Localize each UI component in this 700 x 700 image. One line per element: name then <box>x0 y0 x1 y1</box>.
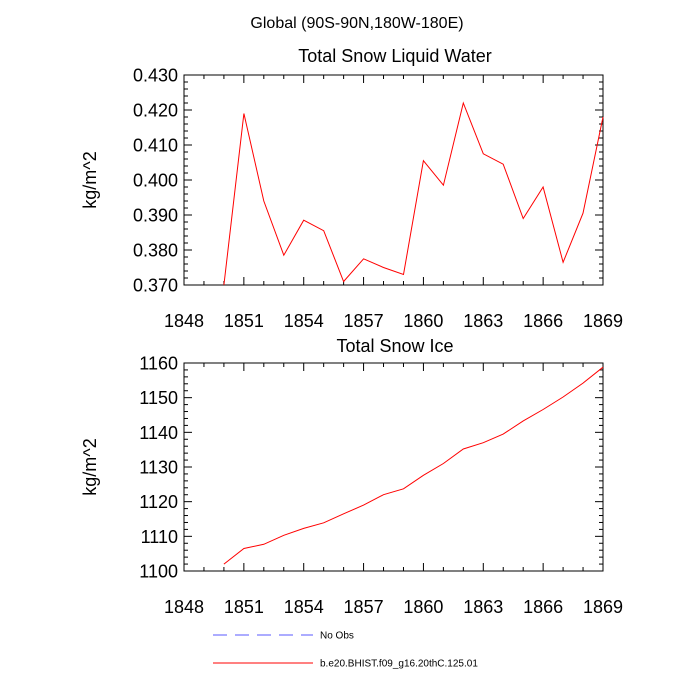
series-line <box>223 366 604 565</box>
x-tick-label: 1869 <box>583 597 623 617</box>
y-axis-label: kg/m^2 <box>80 438 100 495</box>
y-tick-label: 0.400 <box>133 171 178 191</box>
y-tick-label: 1110 <box>141 527 178 547</box>
x-tick-label: 1857 <box>344 311 384 331</box>
y-tick-label: 1120 <box>139 492 178 512</box>
x-tick-label: 1860 <box>403 311 443 331</box>
y-tick-label: 0.410 <box>133 136 178 156</box>
y-tick-label: 0.430 <box>133 66 178 86</box>
y-axis-label: kg/m^2 <box>80 151 100 208</box>
y-tick-label: 0.380 <box>133 241 178 261</box>
x-tick-label: 1863 <box>463 311 503 331</box>
x-tick-label: 1854 <box>284 311 324 331</box>
plot-frame <box>183 362 604 572</box>
y-tick-label: 1130 <box>139 458 178 478</box>
y-tick-label: 0.420 <box>133 101 178 121</box>
x-tick-label: 1848 <box>164 311 204 331</box>
x-tick-label: 1866 <box>523 311 563 331</box>
y-tick-label: 0.370 <box>133 276 178 296</box>
panel-title: Total Snow Ice <box>336 336 453 356</box>
y-tick-label: 0.390 <box>133 206 178 226</box>
y-tick-label: 1140 <box>139 423 178 443</box>
plot-frame <box>183 74 604 286</box>
y-tick-label: 1150 <box>139 388 178 408</box>
series-lines <box>223 366 604 565</box>
y-tick-label: 1100 <box>139 562 178 582</box>
panel-snow-liquid-water: Total Snow Liquid Water kg/m^2 1848 1851 1… <box>80 46 623 331</box>
x-tick-label: 1863 <box>463 597 503 617</box>
legend: No Obs b.e20.BHIST.f09_g16.20thC.125.01 <box>213 631 478 670</box>
legend-label-model: b.e20.BHIST.f09_g16.20thC.125.01 <box>320 659 478 670</box>
x-tick-label: 1860 <box>403 597 443 617</box>
supertitle: Global (90S-90N,180W-180E) <box>250 15 463 32</box>
panel-title: Total Snow Liquid Water <box>298 46 491 66</box>
x-tick-label: 1857 <box>344 597 384 617</box>
y-tick-label: 1160 <box>139 354 178 374</box>
legend-label-no-obs: No Obs <box>320 631 354 642</box>
x-tick-label: 1851 <box>224 597 264 617</box>
axis-ticks: 1848 1851 1854 1857 1860 1863 1866 1869 1100 1110… <box>139 354 623 618</box>
x-tick-label: 1851 <box>224 311 264 331</box>
x-tick-label: 1848 <box>164 597 204 617</box>
axis-ticks: 1848 1851 1854 1857 1860 1863 1866 1869 0.370 0.3… <box>133 66 623 332</box>
x-tick-label: 1866 <box>523 597 563 617</box>
panel-snow-ice: Total Snow Ice kg/m^2 1848 1851 1854 1857 18… <box>80 336 623 617</box>
x-tick-label: 1854 <box>284 597 324 617</box>
series-line <box>223 101 604 286</box>
series-lines <box>223 101 604 286</box>
x-tick-label: 1869 <box>583 311 623 331</box>
